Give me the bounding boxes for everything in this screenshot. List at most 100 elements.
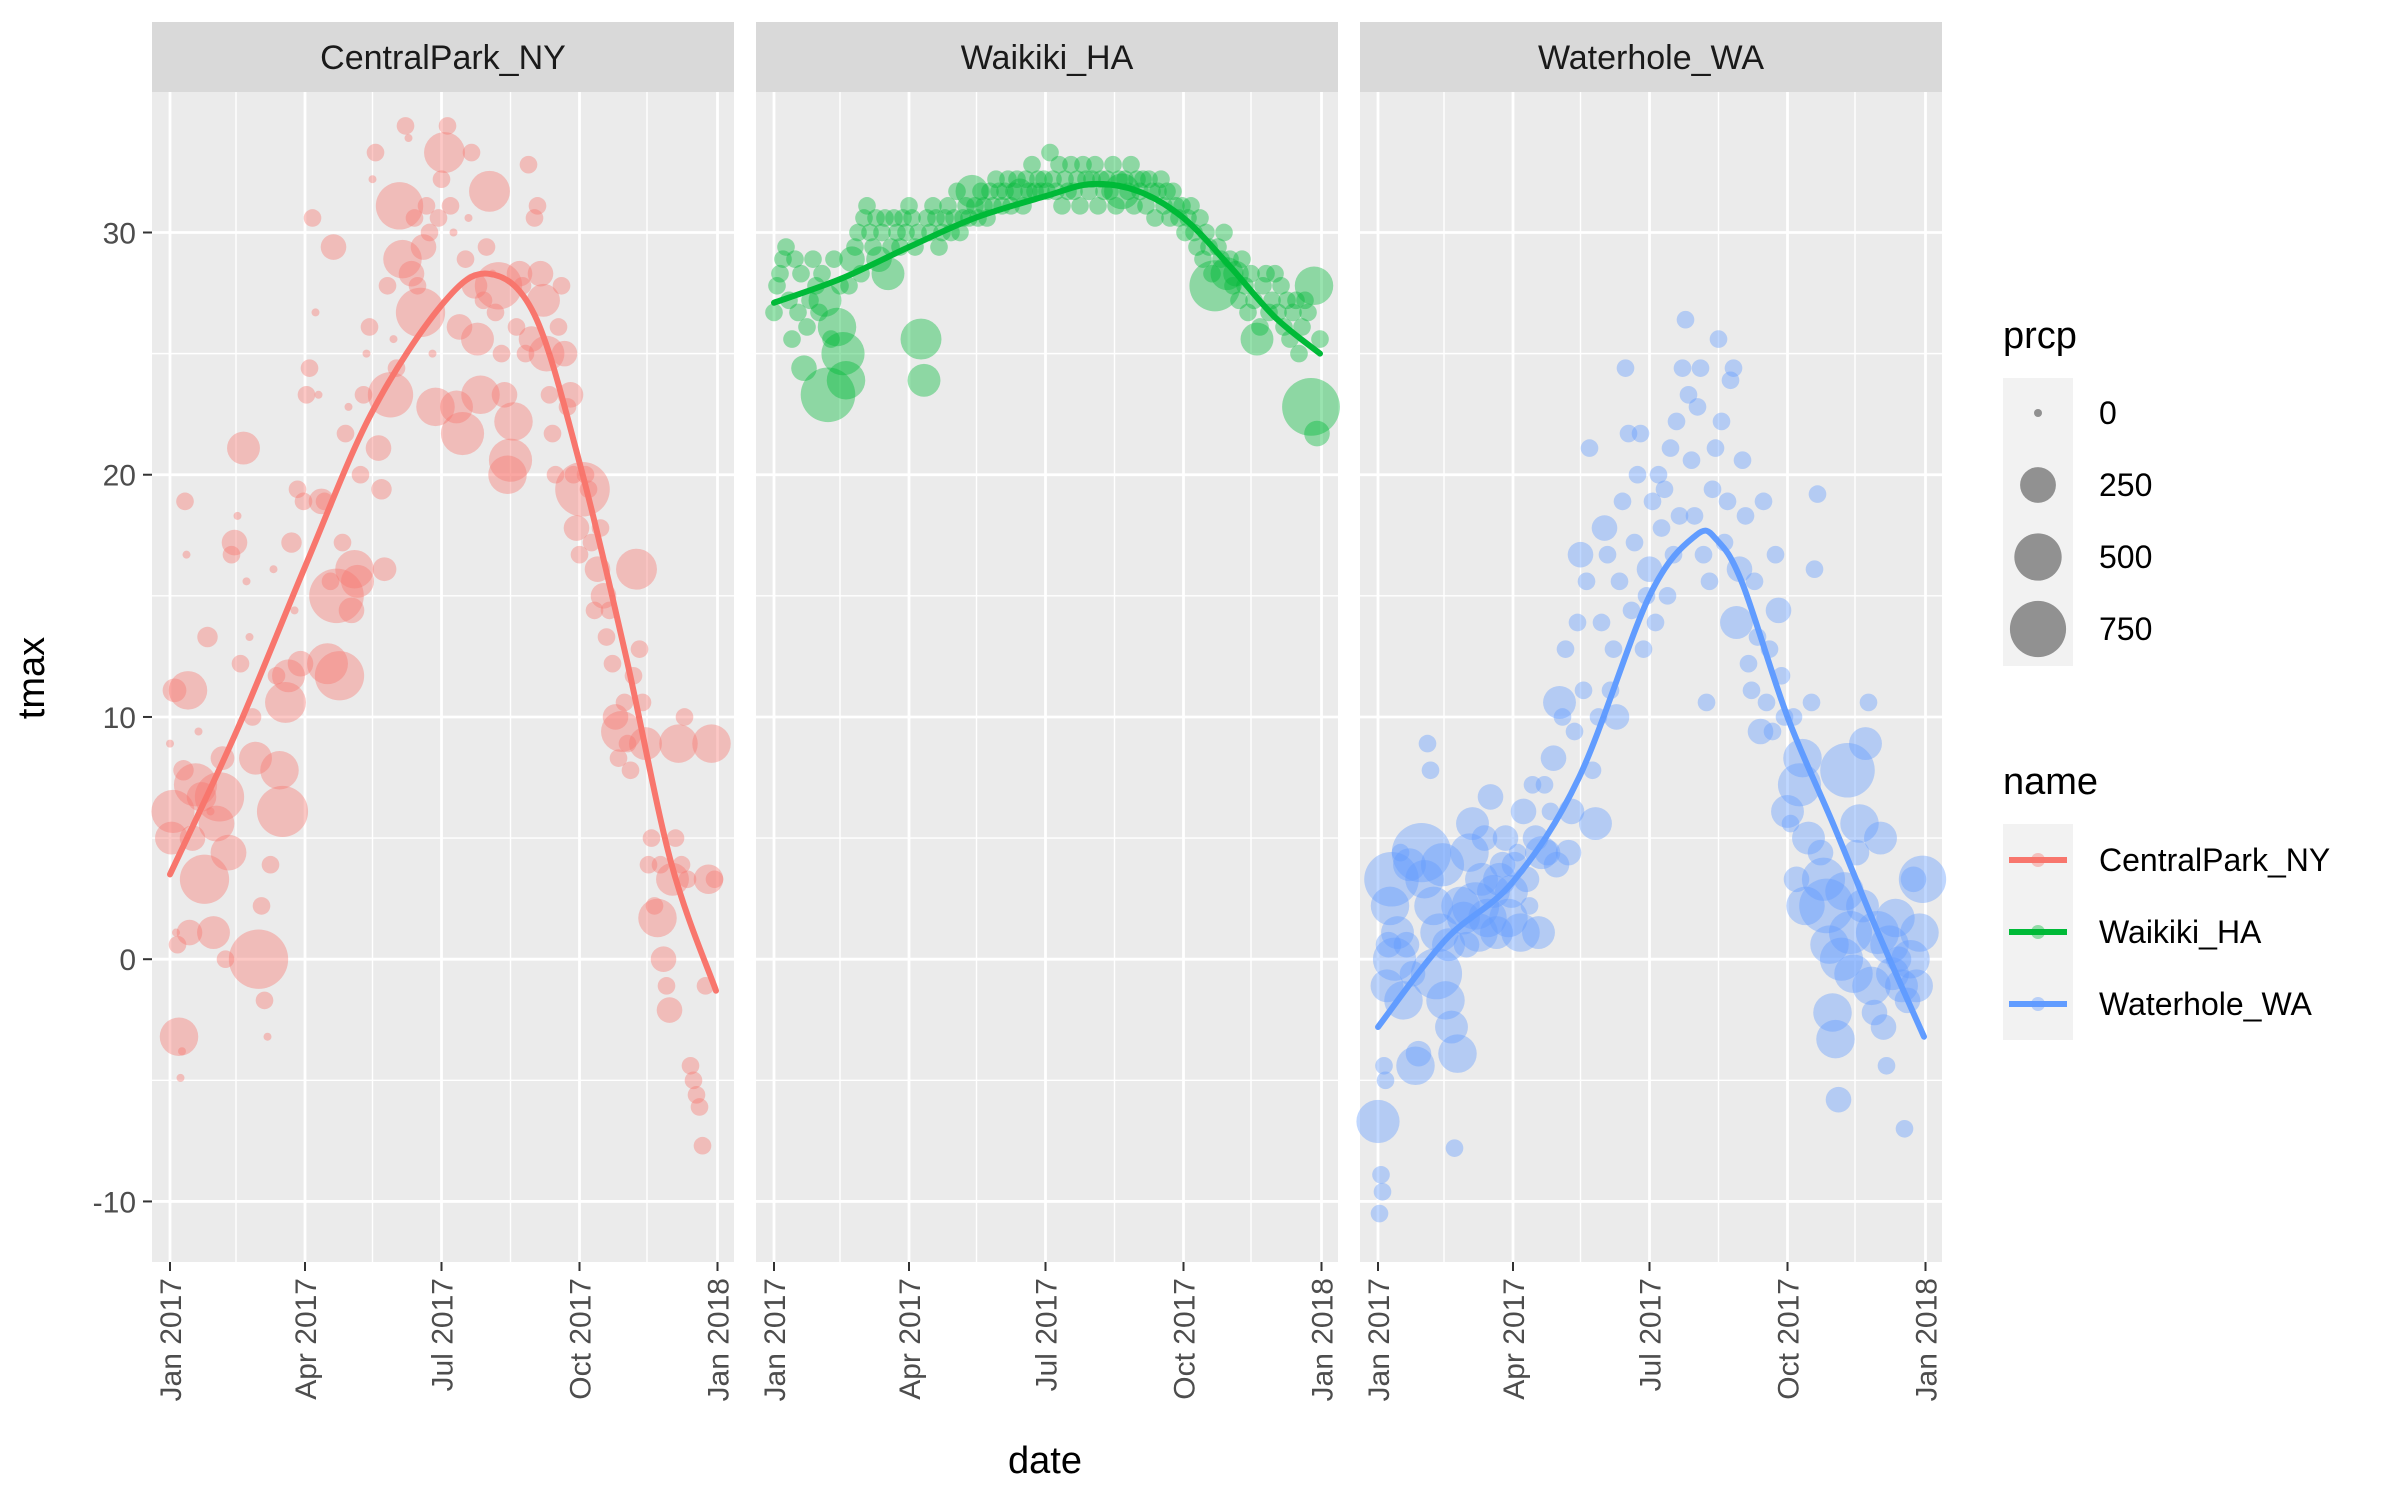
data-point	[1107, 197, 1125, 215]
x-axis-title: date	[1008, 1440, 1082, 1482]
data-point	[265, 681, 306, 723]
data-point	[428, 349, 437, 358]
data-point	[155, 821, 188, 855]
data-point	[446, 314, 473, 340]
data-point	[438, 117, 457, 135]
data-point	[469, 170, 510, 212]
data-point	[957, 197, 975, 215]
x-tick-label: Jul 2017	[1031, 1278, 1064, 1391]
data-point	[564, 465, 583, 484]
data-point	[639, 855, 658, 874]
data-point	[1876, 898, 1915, 938]
x-axis-Waterhole_WA: Jan 2017 Apr 2017 Jul 2017 Oct 2017 Jan 2018	[1363, 1262, 1944, 1401]
data-point	[1805, 560, 1824, 579]
data-point	[1272, 276, 1290, 295]
data-point	[897, 223, 915, 242]
data-point	[609, 749, 628, 767]
size-legend-label: 500	[2099, 539, 2152, 575]
data-point	[873, 223, 891, 242]
data-point	[263, 1032, 272, 1041]
data-point	[1658, 587, 1677, 605]
data-point	[1391, 843, 1410, 862]
data-point	[888, 223, 906, 242]
data-point	[1477, 784, 1504, 810]
x-tick-label: Jan 2018	[1307, 1278, 1340, 1401]
data-point	[549, 318, 568, 336]
data-point	[1495, 874, 1528, 908]
data-point	[507, 318, 526, 336]
data-point	[456, 250, 475, 268]
data-point	[1501, 913, 1540, 952]
size-legend-label: 750	[2099, 611, 2152, 647]
data-point	[1619, 424, 1638, 443]
data-point	[1652, 519, 1671, 537]
data-point	[252, 897, 271, 915]
x-tick-label: Apr 2017	[290, 1278, 323, 1400]
data-point	[378, 276, 397, 295]
data-point	[242, 577, 251, 586]
data-point	[1555, 839, 1582, 866]
data-point	[1667, 412, 1686, 431]
data-point	[777, 238, 795, 256]
data-point	[1146, 209, 1164, 227]
data-point	[303, 209, 322, 227]
x-tick-label: Jan 2017	[155, 1278, 188, 1401]
data-point	[488, 455, 527, 494]
data-point	[1364, 851, 1419, 907]
data-point	[1370, 1204, 1389, 1223]
data-point	[194, 727, 203, 736]
data-point	[1643, 492, 1662, 511]
data-point	[1294, 266, 1334, 306]
data-point	[821, 332, 865, 376]
data-point	[601, 711, 642, 752]
data-point	[1376, 1071, 1395, 1090]
data-point	[1465, 862, 1498, 896]
data-point	[1634, 640, 1653, 658]
facet-strip	[152, 22, 734, 92]
smooth-line-Waterhole_WA	[1375, 527, 1927, 1040]
data-point	[335, 549, 374, 589]
data-point	[1410, 948, 1463, 1000]
data-point	[432, 170, 451, 189]
data-point	[939, 197, 957, 215]
y-tick-label: -10	[93, 1186, 136, 1219]
data-point	[173, 760, 194, 781]
data-point	[245, 633, 254, 642]
data-point	[383, 239, 422, 279]
panel-background	[756, 92, 1338, 1262]
data-point	[389, 335, 398, 344]
data-point	[1592, 613, 1611, 632]
data-point	[1688, 398, 1707, 416]
data-point	[894, 209, 912, 227]
data-point	[1736, 507, 1755, 525]
data-point	[546, 465, 565, 484]
data-point	[597, 628, 616, 646]
y-tick-label: 10	[103, 702, 136, 735]
x-tick-label: Oct 2017	[1169, 1278, 1202, 1400]
data-point	[948, 182, 966, 201]
data-point	[159, 1017, 199, 1056]
data-point	[461, 322, 494, 356]
data-point	[1816, 1019, 1855, 1059]
data-point	[1807, 839, 1834, 866]
data-point	[1628, 465, 1647, 484]
data-point	[260, 751, 299, 790]
points-Waterhole_WA	[1356, 310, 1947, 1223]
data-point	[1834, 954, 1873, 993]
data-point	[1765, 597, 1792, 624]
data-point	[371, 479, 392, 500]
color-legend-point	[2031, 853, 2045, 867]
data-point	[354, 385, 373, 404]
data-point	[166, 739, 174, 748]
data-point	[1523, 775, 1542, 794]
data-point	[1864, 821, 1897, 855]
y-axis: -10 0 10 20 30	[93, 217, 152, 1219]
data-point	[1233, 250, 1251, 268]
data-point	[206, 807, 215, 816]
data-point	[1541, 802, 1560, 821]
data-point	[420, 223, 439, 242]
data-point	[395, 287, 446, 338]
x-tick-label: Jan 2017	[759, 1278, 792, 1401]
x-tick-label: Jan 2018	[1911, 1278, 1944, 1401]
